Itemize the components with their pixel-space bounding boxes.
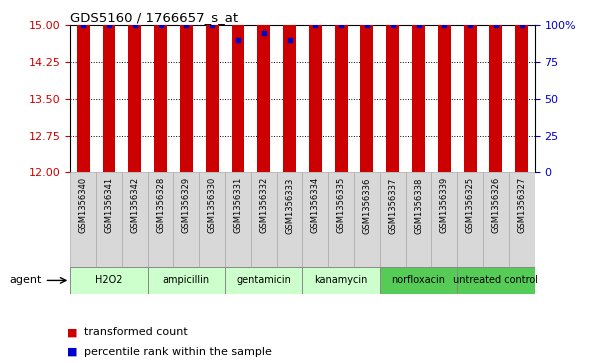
Bar [328,172,354,267]
Text: untreated control: untreated control [453,276,538,285]
Text: GSM1356327: GSM1356327 [518,177,526,233]
Bar [457,172,483,267]
Bar [509,172,535,267]
Text: GSM1356330: GSM1356330 [208,177,217,233]
Text: GSM1356326: GSM1356326 [491,177,500,233]
Text: transformed count: transformed count [84,327,188,337]
Text: GSM1356332: GSM1356332 [259,177,268,233]
Bar [309,0,322,172]
Bar [483,172,509,267]
Text: agent: agent [10,276,42,285]
Text: GSM1356338: GSM1356338 [414,177,423,233]
Text: H2O2: H2O2 [95,276,123,285]
Bar [360,0,373,172]
Bar [251,172,277,267]
Text: GSM1356336: GSM1356336 [362,177,371,233]
Bar [380,267,457,294]
Text: GSM1356341: GSM1356341 [104,177,114,233]
Text: GSM1356340: GSM1356340 [79,177,87,233]
Text: ■: ■ [67,327,78,337]
Bar [489,0,502,172]
Bar [96,172,122,267]
Bar [77,0,90,172]
Bar [148,172,174,267]
Text: ampicillin: ampicillin [163,276,210,285]
Bar [515,0,528,172]
Bar [232,0,244,172]
Bar [154,0,167,172]
Text: GSM1356328: GSM1356328 [156,177,165,233]
Bar [277,172,302,267]
Bar [431,172,457,267]
Bar [412,0,425,172]
Bar [302,267,380,294]
Bar [225,172,251,267]
Bar [180,0,193,172]
Bar [70,172,96,267]
Bar [257,0,270,172]
Text: GSM1356331: GSM1356331 [233,177,243,233]
Bar [335,0,348,172]
Bar [122,172,148,267]
Text: ■: ■ [67,347,78,357]
Bar [225,267,302,294]
Text: GSM1356329: GSM1356329 [182,177,191,233]
Bar [438,0,451,172]
Bar [354,172,380,267]
Bar [380,172,406,267]
Bar [199,172,225,267]
Bar [70,267,148,294]
Bar [283,0,296,172]
Text: GSM1356335: GSM1356335 [337,177,346,233]
Text: GSM1356339: GSM1356339 [440,177,449,233]
Text: GSM1356342: GSM1356342 [130,177,139,233]
Bar [457,267,535,294]
Bar [386,0,399,172]
Bar [174,172,199,267]
Bar [406,172,431,267]
Bar [103,0,115,172]
Text: GSM1356325: GSM1356325 [466,177,475,233]
Bar [148,267,225,294]
Text: GSM1356337: GSM1356337 [388,177,397,233]
Bar [206,0,219,172]
Bar [128,0,141,172]
Text: gentamicin: gentamicin [236,276,291,285]
Bar [302,172,328,267]
Text: percentile rank within the sample: percentile rank within the sample [84,347,271,357]
Text: GSM1356334: GSM1356334 [311,177,320,233]
Text: kanamycin: kanamycin [315,276,368,285]
Text: GDS5160 / 1766657_s_at: GDS5160 / 1766657_s_at [70,11,238,24]
Text: norfloxacin: norfloxacin [392,276,445,285]
Text: GSM1356333: GSM1356333 [285,177,294,233]
Bar [464,0,477,172]
